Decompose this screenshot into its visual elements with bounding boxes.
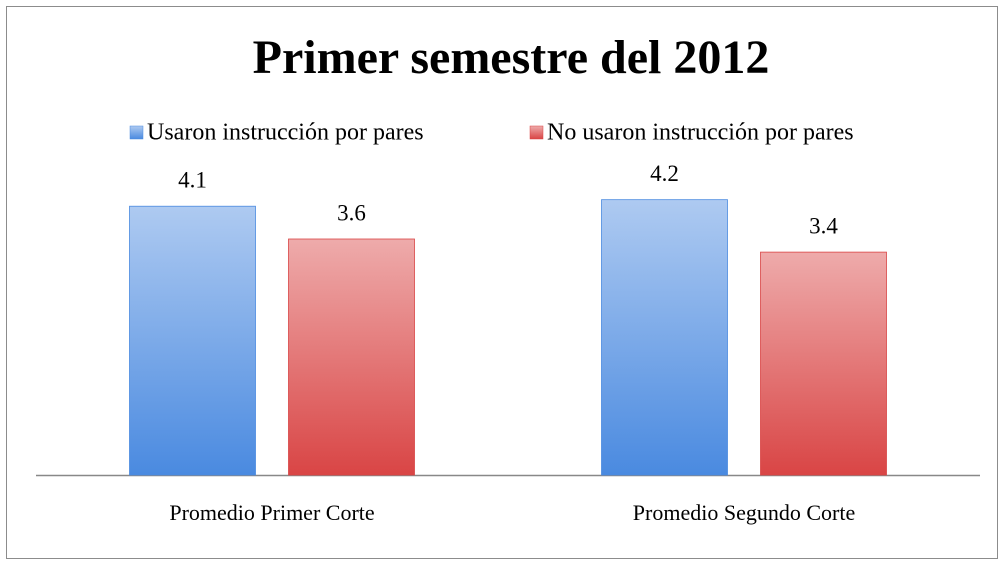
data-label: 4.1	[178, 168, 207, 193]
legend-label: No usaron instrucción por pares	[547, 120, 854, 146]
bar	[129, 205, 256, 476]
legend-swatch	[129, 125, 144, 140]
x-tick-label: Promedio Segundo Corte	[633, 500, 855, 525]
bar	[288, 238, 415, 476]
bar	[601, 199, 728, 476]
x-tick-label: Promedio Primer Corte	[169, 500, 374, 525]
legend-swatch	[529, 125, 544, 140]
legend-label: Usaron instrucción por pares	[147, 120, 424, 146]
data-label: 3.6	[337, 200, 366, 225]
bar	[760, 251, 887, 476]
data-label: 4.2	[650, 161, 679, 186]
data-label: 3.4	[809, 213, 838, 238]
chart-title: Primer semestre del 2012	[253, 31, 770, 84]
